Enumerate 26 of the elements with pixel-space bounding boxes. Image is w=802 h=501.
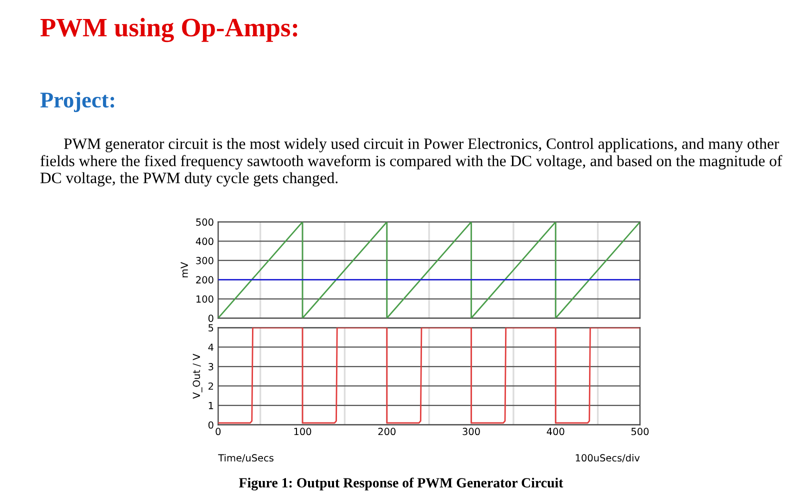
x-tick-label: 300 (462, 428, 480, 436)
y-tick-label: 1 (208, 402, 214, 410)
y-tick-label: 3 (208, 363, 214, 370)
y-axis-title: V_Out / V (192, 354, 202, 399)
y-tick-label: 0 (208, 314, 214, 322)
caption: Figure 1: Output Response of PWM Generator Circuit (239, 478, 564, 490)
y-tick-label: 400 (196, 238, 214, 246)
x-tick-label: 0 (216, 428, 221, 436)
x-tick-label: 200 (378, 428, 396, 436)
y-axis-title: mV (180, 262, 188, 278)
x-axis-title: Time/uSecs (218, 454, 274, 462)
chart-subtitle: Project: (40, 92, 114, 112)
y-tick-label: 4 (208, 344, 214, 351)
x-tick-label: 500 (631, 428, 649, 436)
x-tick-label: 100 (294, 428, 312, 436)
y-tick-label: 100 (196, 295, 214, 303)
text: PWM generator circuit is the most widely used circuit in Power Electronics, Control applications, and many other fields where the fixed frequency sawtooth waveform is compared with the DC voltage, and based on the magnitude of DC voltage, the PWM duty cycle gets changed. (40, 138, 782, 186)
text: 100uSecs/div (576, 454, 640, 462)
y-tick-label: 0 (208, 421, 214, 429)
chart-title: PWM using Op-Amps: (40, 18, 298, 42)
y-tick-label: 2 (208, 382, 214, 390)
y-tick-label: 200 (196, 276, 214, 284)
x-tick-label: 400 (546, 428, 564, 436)
y-tick-label: 500 (196, 218, 214, 226)
y-tick-label: 5 (208, 324, 214, 332)
y-tick-label: 300 (196, 256, 214, 264)
